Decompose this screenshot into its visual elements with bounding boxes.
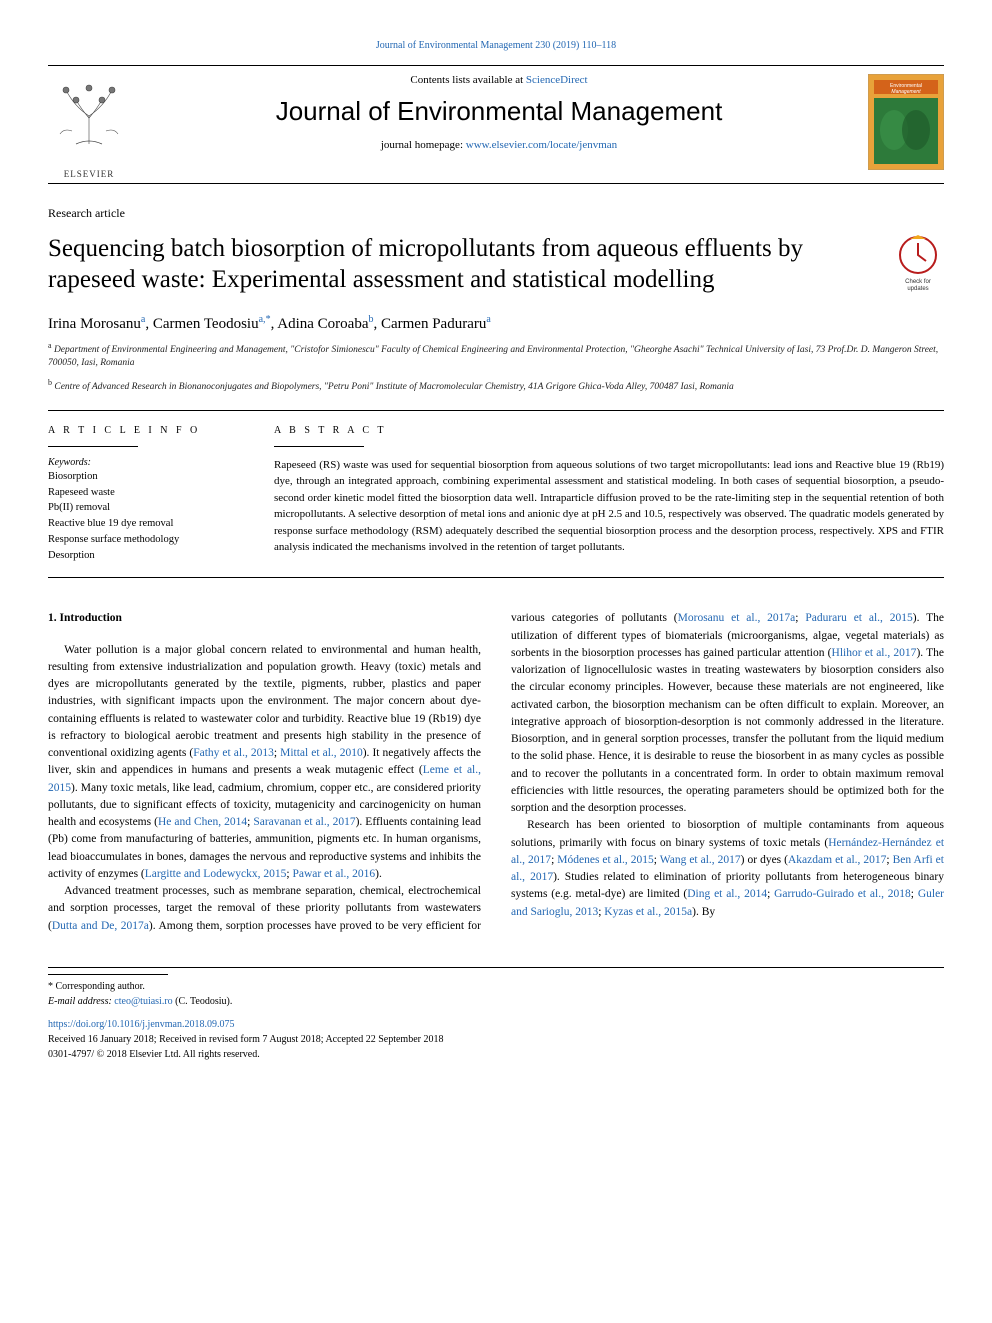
- cover-icon: Environmental Management: [868, 74, 944, 170]
- affil-b-text: Centre of Advanced Research in Bionanoco…: [54, 382, 733, 392]
- elsevier-tree-icon: [54, 76, 124, 146]
- email-link[interactable]: cteo@tuiasi.ro: [114, 996, 172, 1007]
- publisher-logo: ELSEVIER: [48, 66, 138, 183]
- homepage-link[interactable]: www.elsevier.com/locate/jenvman: [466, 139, 617, 151]
- ref-link[interactable]: Ding et al., 2014: [687, 888, 767, 900]
- issn-copyright: 0301-4797/ © 2018 Elsevier Ltd. All righ…: [48, 1047, 944, 1062]
- header-center: Contents lists available at ScienceDirec…: [138, 66, 860, 183]
- author-4: Carmen Paduraru: [381, 316, 486, 332]
- para-3: Research has been oriented to biosorptio…: [511, 817, 944, 921]
- corr-rule: [48, 974, 168, 975]
- article-info-head: A R T I C L E I N F O: [48, 425, 234, 436]
- received-dates: Received 16 January 2018; Received in re…: [48, 1032, 944, 1047]
- contents-available-line: Contents lists available at ScienceDirec…: [410, 74, 587, 86]
- para-1: Water pollution is a major global concer…: [48, 642, 481, 884]
- abstract-rule: [274, 446, 364, 447]
- article-info-column: A R T I C L E I N F O Keywords: Biosorpt…: [48, 411, 234, 564]
- keywords-label: Keywords:: [48, 457, 234, 468]
- ref-link[interactable]: Dutta and De, 2017a: [52, 920, 149, 932]
- ref-link[interactable]: Pawar et al., 2016: [292, 868, 375, 880]
- keyword-item: Pb(II) removal: [48, 500, 234, 516]
- svg-text:Management: Management: [891, 89, 921, 95]
- abstract-column: A B S T R A C T Rapeseed (RS) waste was …: [274, 411, 944, 564]
- divider: [48, 577, 944, 578]
- email-label: E-mail address:: [48, 996, 114, 1007]
- author-2-corr[interactable]: *: [266, 314, 271, 325]
- article-type: Research article: [48, 206, 944, 221]
- running-header-link[interactable]: Journal of Environmental Management 230 …: [376, 40, 616, 51]
- body-text: 1. Introduction Water pollution is a maj…: [48, 610, 944, 935]
- ref-link[interactable]: Hlihor et al., 2017: [832, 647, 917, 659]
- contents-prefix: Contents lists available at: [410, 74, 525, 86]
- ref-link[interactable]: Fathy et al., 2013: [193, 747, 274, 759]
- ref-link[interactable]: Mittal et al., 2010: [280, 747, 363, 759]
- ref-link[interactable]: Saravanan et al., 2017: [253, 816, 355, 828]
- ref-link[interactable]: He and Chen, 2014: [158, 816, 247, 828]
- article-title: Sequencing batch biosorption of micropol…: [48, 233, 874, 296]
- doi-link[interactable]: https://doi.org/10.1016/j.jenvman.2018.0…: [48, 1017, 234, 1032]
- homepage-prefix: journal homepage:: [381, 139, 466, 151]
- author-1: Irina Morosanu: [48, 316, 141, 332]
- journal-name: Journal of Environmental Management: [276, 96, 723, 127]
- corresponding-author: * Corresponding author.: [48, 979, 944, 994]
- homepage-line: journal homepage: www.elsevier.com/locat…: [381, 139, 617, 151]
- ref-link[interactable]: Paduraru et al., 2015: [805, 612, 912, 624]
- footer: * Corresponding author. E-mail address: …: [48, 967, 944, 1062]
- ref-link[interactable]: Kyzas et al., 2015a: [604, 906, 692, 918]
- ref-link[interactable]: Morosanu et al., 2017a: [678, 612, 796, 624]
- keywords-list: Biosorption Rapeseed waste Pb(II) remova…: [48, 469, 234, 564]
- section-1-heading: 1. Introduction: [48, 610, 481, 627]
- abstract-text: Rapeseed (RS) waste was used for sequent…: [274, 457, 944, 556]
- abstract-head: A B S T R A C T: [274, 425, 944, 436]
- running-header: Journal of Environmental Management 230 …: [48, 40, 944, 51]
- article-info-rule: [48, 446, 138, 447]
- email-line: E-mail address: cteo@tuiasi.ro (C. Teodo…: [48, 994, 944, 1009]
- author-2-affil[interactable]: a,: [259, 314, 266, 325]
- email-suffix: (C. Teodosiu).: [173, 996, 233, 1007]
- journal-cover-thumb: Environmental Management: [860, 66, 944, 183]
- authors: Irina Morosanua, Carmen Teodosiua,*, Adi…: [48, 314, 944, 333]
- ref-link[interactable]: Garrudo-Guirado et al., 2018: [774, 888, 911, 900]
- ref-link[interactable]: Akazdam et al., 2017: [788, 854, 886, 866]
- affiliation-b: b Centre of Advanced Research in Bionano…: [48, 378, 944, 394]
- ref-link[interactable]: Largitte and Lodewyckx, 2015: [145, 868, 287, 880]
- author-1-affil[interactable]: a: [141, 314, 145, 325]
- sciencedirect-link[interactable]: ScienceDirect: [526, 74, 588, 86]
- affil-a-text: Department of Environmental Engineering …: [48, 345, 938, 368]
- svg-text:Check for: Check for: [905, 279, 931, 285]
- keyword-item: Desorption: [48, 548, 234, 564]
- keyword-item: Biosorption: [48, 469, 234, 485]
- affiliation-a: a Department of Environmental Engineerin…: [48, 341, 944, 370]
- check-updates-icon: Check for updates: [892, 233, 944, 293]
- author-4-affil[interactable]: a: [486, 314, 490, 325]
- author-2: Carmen Teodosiu: [153, 316, 259, 332]
- journal-header: ELSEVIER Contents lists available at Sci…: [48, 65, 944, 184]
- keyword-item: Response surface methodology: [48, 532, 234, 548]
- keyword-item: Reactive blue 19 dye removal: [48, 516, 234, 532]
- author-3: Adina Coroaba: [277, 316, 368, 332]
- keyword-item: Rapeseed waste: [48, 485, 234, 501]
- elsevier-wordmark: ELSEVIER: [64, 169, 115, 179]
- check-for-updates-badge[interactable]: Check for updates: [892, 233, 944, 298]
- author-3-affil[interactable]: b: [368, 314, 373, 325]
- ref-link[interactable]: Wang et al., 2017: [660, 854, 741, 866]
- ref-link[interactable]: Módenes et al., 2015: [557, 854, 654, 866]
- svg-text:updates: updates: [907, 286, 928, 292]
